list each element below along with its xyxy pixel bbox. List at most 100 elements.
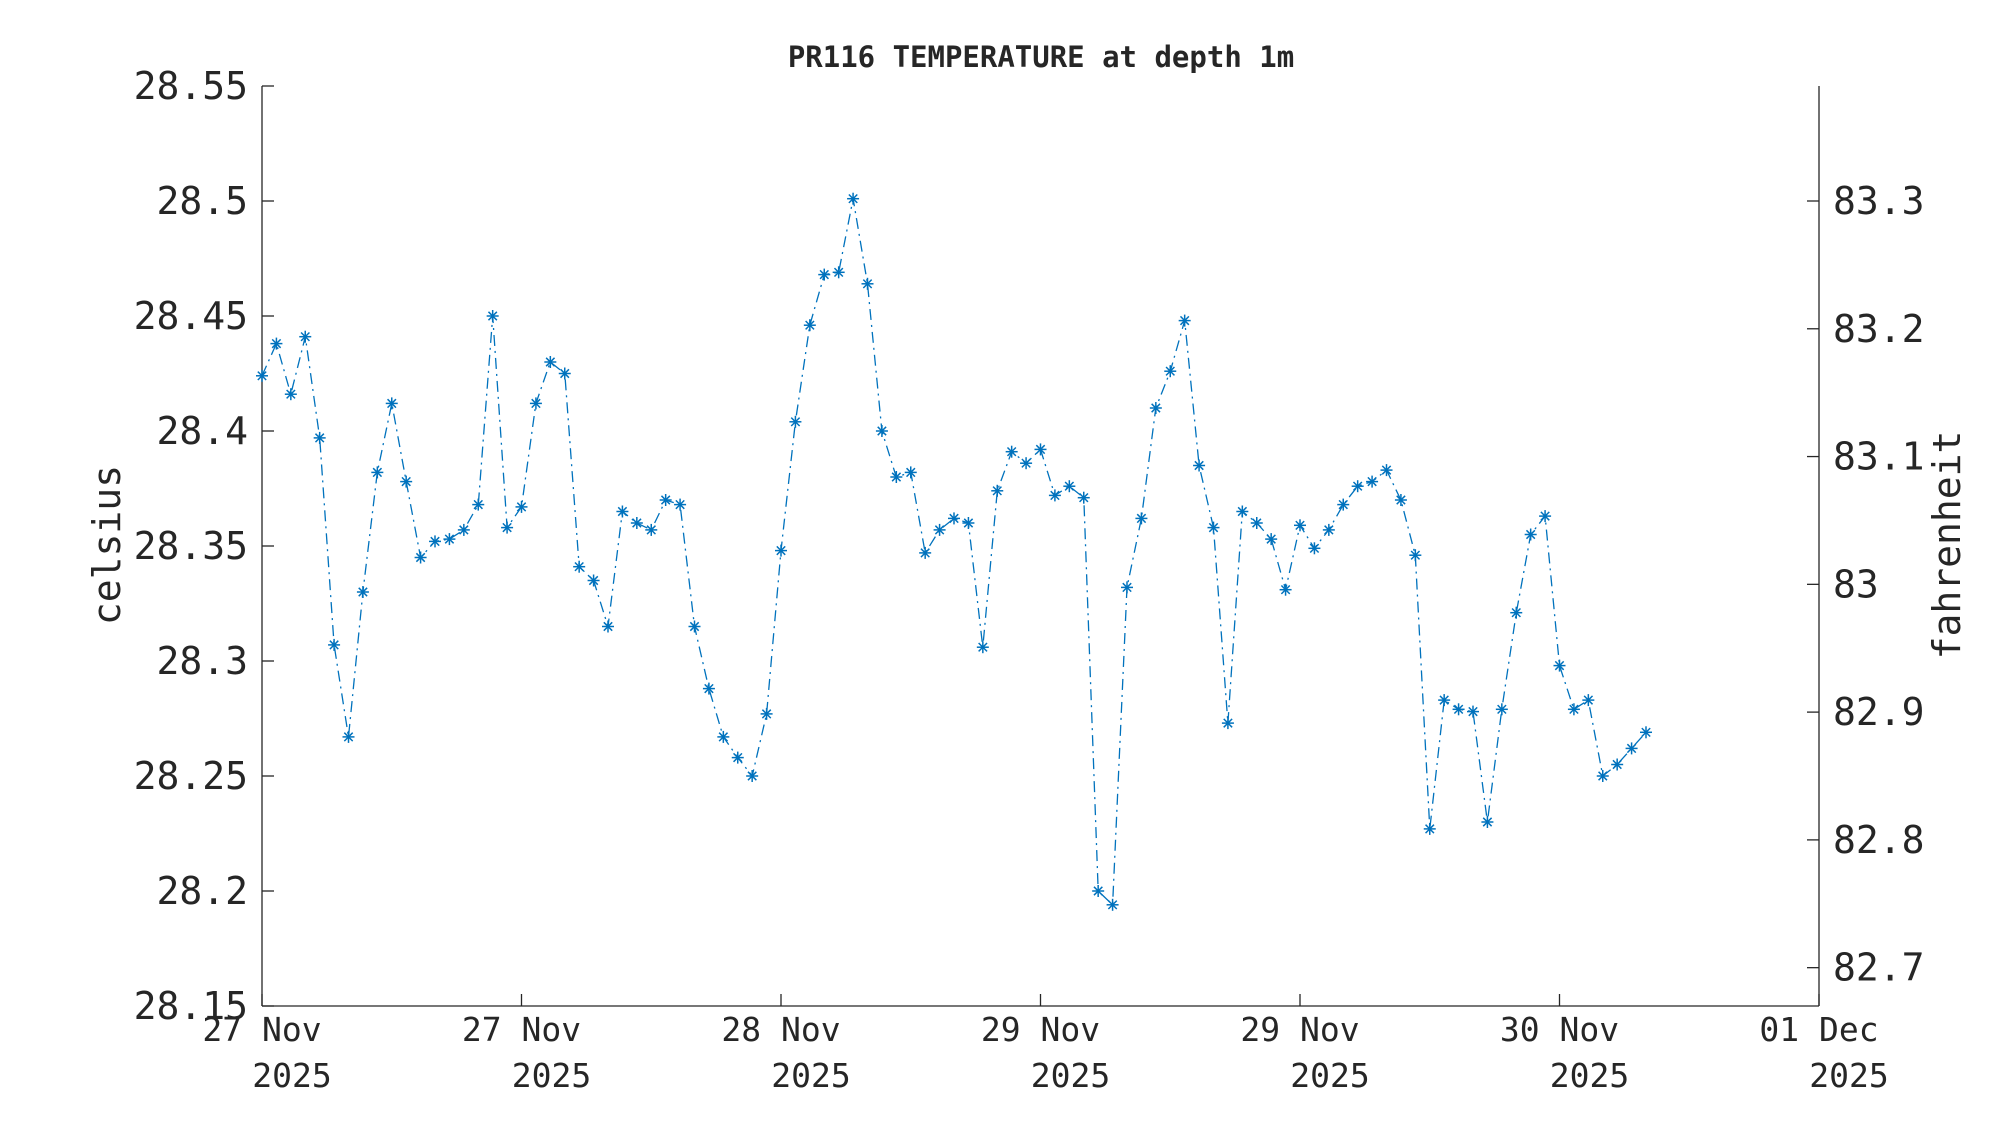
data-point <box>429 535 441 548</box>
y-ticks-right: 82.7 82.8 82.9 83 83.1 83.2 83.3 <box>1807 179 1925 990</box>
data-point <box>256 369 268 382</box>
data-point <box>731 751 744 764</box>
data-point <box>385 397 398 410</box>
data-point <box>602 620 614 633</box>
data-point <box>1596 770 1609 782</box>
x-tick-label-year: 2025 <box>1550 1056 1629 1095</box>
data-point <box>1467 705 1479 718</box>
x-tick-label-year: 2025 <box>1290 1056 1369 1095</box>
data-point <box>501 521 514 534</box>
x-tick-label-date: 27 Nov <box>202 1010 321 1049</box>
y-tick-label-right: 82.8 <box>1833 818 1925 862</box>
data-point <box>789 415 802 428</box>
data-point <box>1366 475 1379 488</box>
data-point <box>1178 314 1191 327</box>
data-point <box>1135 512 1148 525</box>
data-point <box>1265 533 1278 546</box>
data-point <box>1394 494 1407 506</box>
data-point <box>674 498 687 511</box>
y-tick-label-left: 28.15 <box>134 984 248 1028</box>
data-point <box>1250 517 1263 529</box>
data-point <box>1539 510 1552 523</box>
data-point <box>775 544 787 557</box>
data-point <box>1279 583 1292 596</box>
y-axis-label-left: celsius <box>85 465 129 625</box>
data-point <box>688 620 701 633</box>
data-point <box>1625 742 1638 755</box>
data-point <box>1221 717 1234 730</box>
data-point <box>1063 480 1076 493</box>
y-tick-label-right: 83.3 <box>1833 179 1925 223</box>
data-point <box>1481 816 1494 828</box>
data-point <box>284 388 297 401</box>
data-point <box>342 730 355 743</box>
y-tick-label-left: 28.55 <box>134 64 248 108</box>
data-point <box>1409 549 1422 562</box>
x-tick-label-year: 2025 <box>252 1056 331 1095</box>
data-point <box>1322 523 1335 536</box>
data-point <box>1207 521 1220 534</box>
data-point <box>1164 365 1177 378</box>
y-tick-label-left: 28.35 <box>134 524 248 568</box>
data-point <box>1077 491 1090 504</box>
data-point <box>717 730 730 743</box>
y-tick-label-left: 28.5 <box>156 179 248 223</box>
data-point <box>832 266 845 279</box>
y-tick-label-left: 28.25 <box>134 754 248 798</box>
data-point <box>529 397 542 410</box>
axes <box>261 86 1820 1007</box>
data-point <box>328 638 341 651</box>
series-line <box>261 198 1647 907</box>
data-point <box>1193 459 1206 472</box>
x-tick-label-year: 2025 <box>1031 1056 1110 1095</box>
data-point <box>457 523 470 536</box>
data-point <box>1510 606 1523 619</box>
data-point <box>558 367 571 380</box>
data-point <box>702 682 715 695</box>
data-point <box>919 546 932 559</box>
data-point <box>443 533 456 546</box>
data-point <box>1351 480 1364 493</box>
data-point <box>630 517 643 529</box>
data-point <box>414 551 427 564</box>
data-point <box>1567 703 1580 716</box>
data-point <box>890 471 903 483</box>
data-point <box>904 466 917 479</box>
y-tick-label-left: 28.45 <box>134 294 248 338</box>
data-point <box>1423 822 1436 835</box>
x-tick-label-year: 2025 <box>771 1056 850 1095</box>
data-point <box>976 641 989 654</box>
data-point <box>313 431 326 444</box>
data-point <box>486 310 499 322</box>
data-point <box>400 475 413 488</box>
chart-title: PR116 TEMPERATURE at depth 1m <box>788 40 1294 74</box>
x-tick-label-date: 29 Nov <box>1240 1010 1359 1049</box>
data-point <box>1034 443 1047 456</box>
data-point <box>962 517 975 529</box>
data-point <box>1005 445 1018 458</box>
y-ticks-left: 28.15 28.2 28.25 28.3 28.35 28.4 28.45 28.5 28.5… <box>134 64 274 1028</box>
x-tick-label-date: 30 Nov <box>1500 1010 1619 1049</box>
data-point <box>616 505 629 518</box>
y-tick-label-left: 28.2 <box>156 869 248 913</box>
data-point <box>1438 694 1451 707</box>
y-tick-label-right: 83 <box>1833 562 1879 606</box>
y-tick-label-right: 83.2 <box>1833 307 1925 351</box>
y-tick-label-right: 82.7 <box>1833 946 1925 990</box>
y-tick-label-left: 28.4 <box>156 409 248 453</box>
y-axis-label-right: fahrenheit <box>1925 431 1969 660</box>
y-tick-label-right: 82.9 <box>1833 690 1925 734</box>
y-tick-label-right: 83.1 <box>1833 435 1925 479</box>
data-point <box>1106 898 1119 911</box>
data-point <box>760 707 773 720</box>
data-point <box>861 277 874 290</box>
data-point <box>573 560 586 573</box>
data-point <box>1020 457 1033 470</box>
data-point <box>356 586 369 598</box>
y-tick-label-left: 28.3 <box>156 639 248 683</box>
x-tick-label-date: 01 Dec <box>1759 1010 1878 1049</box>
data-point <box>1048 489 1061 502</box>
data-point <box>1149 402 1162 414</box>
data-point <box>659 494 672 506</box>
